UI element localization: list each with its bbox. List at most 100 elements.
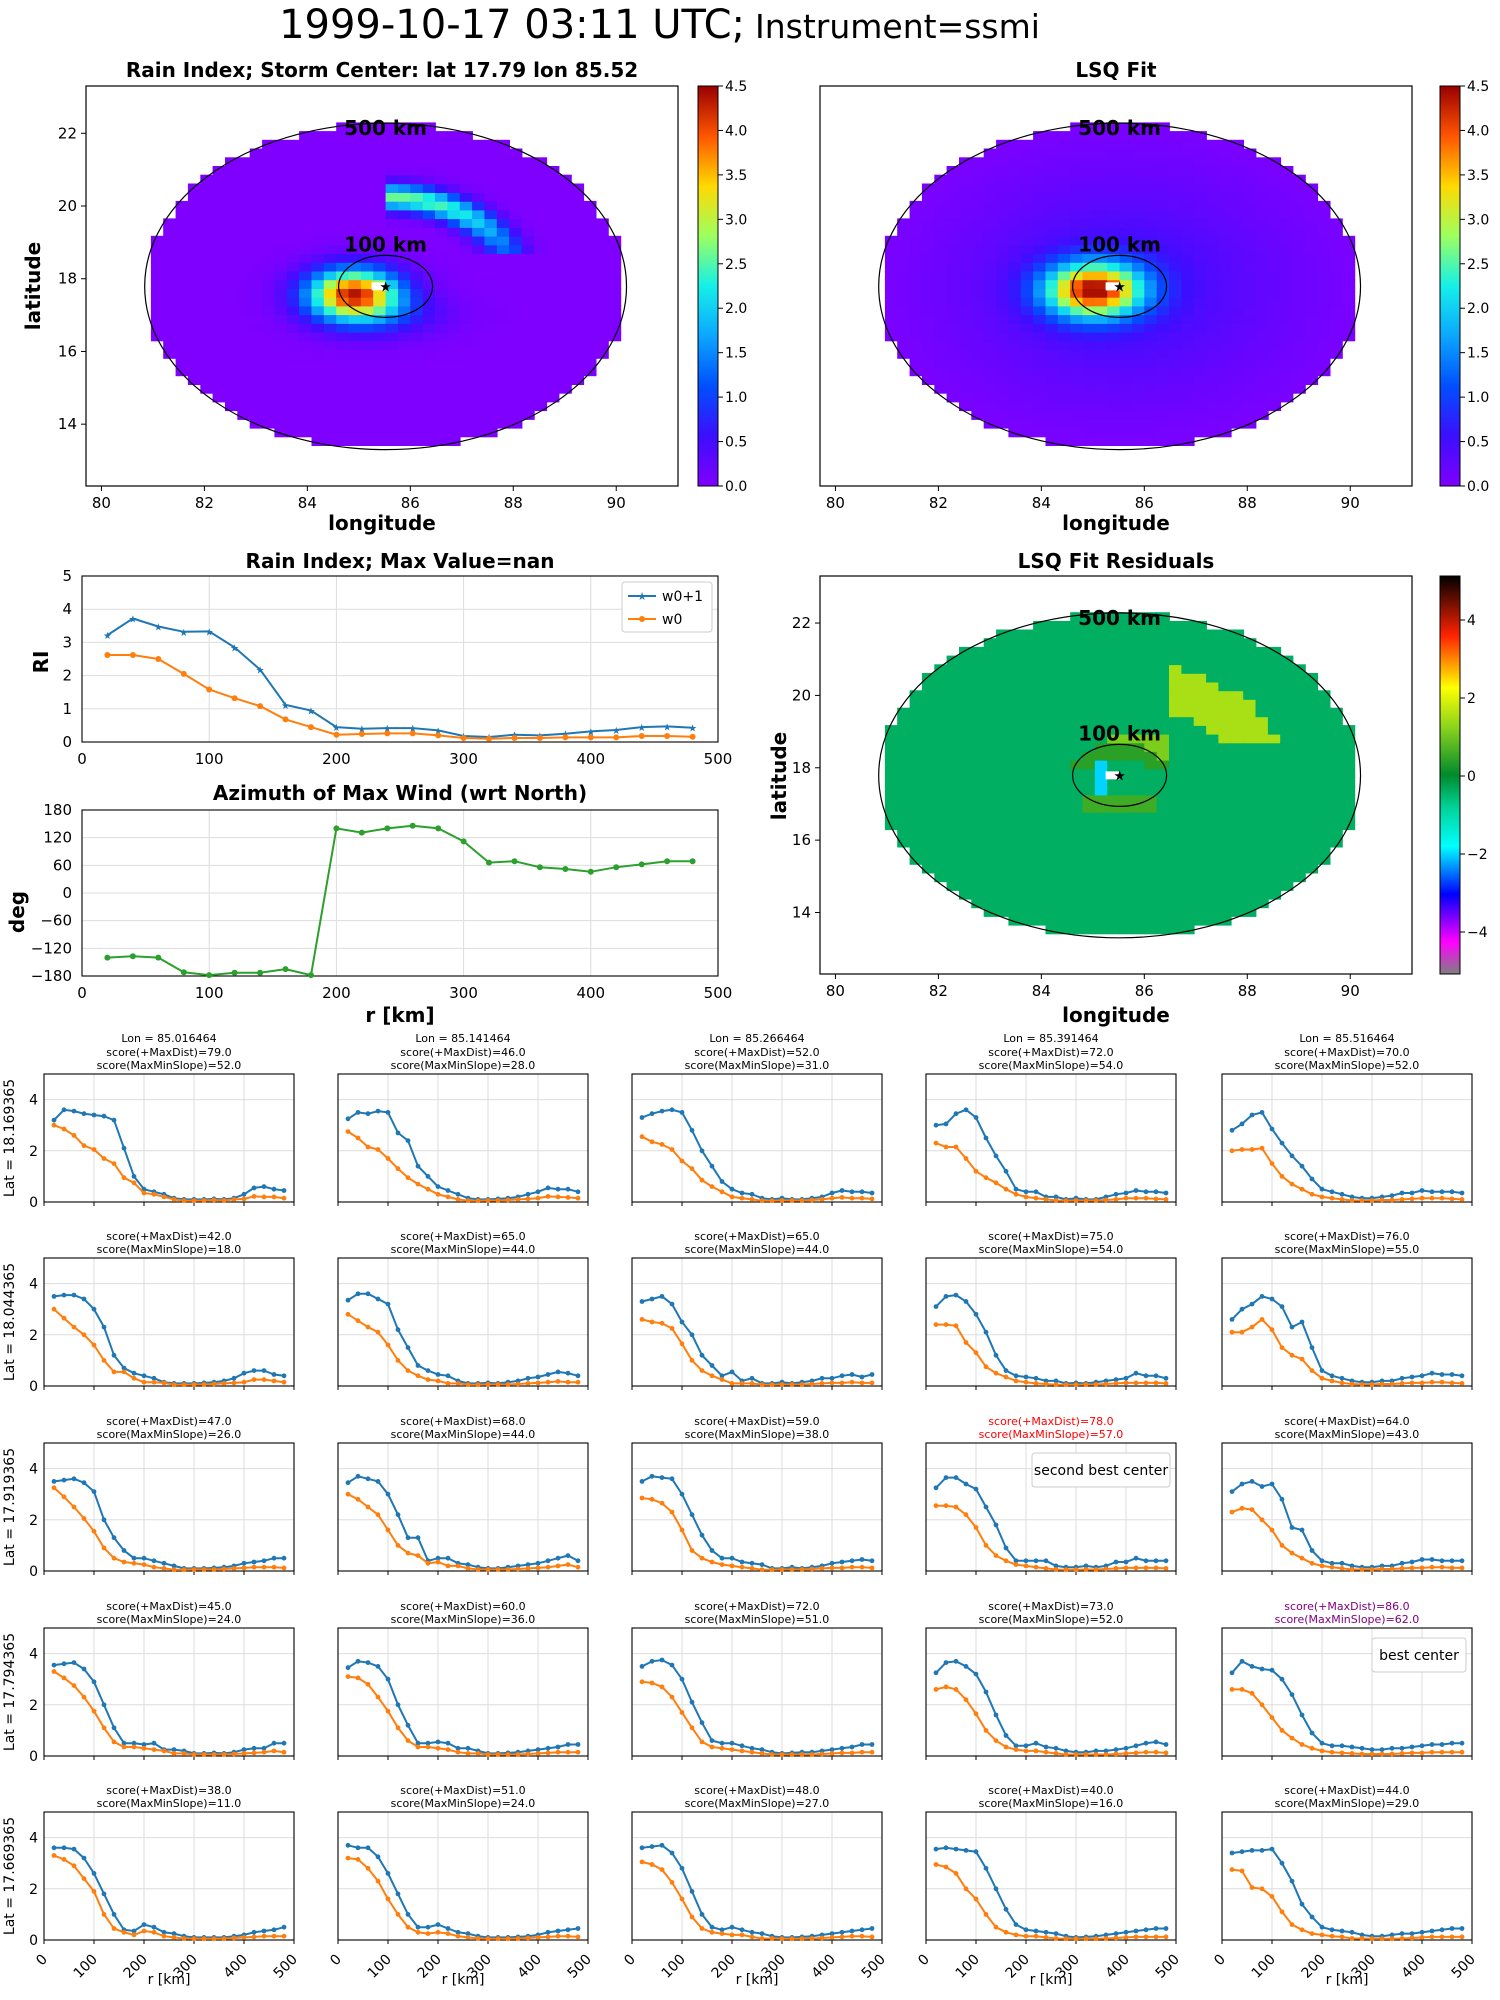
lsq-map-cell bbox=[971, 183, 985, 193]
rain-map-cell bbox=[533, 375, 548, 385]
residual-map-cell bbox=[1267, 699, 1282, 709]
grid-w0p1-point bbox=[983, 1689, 989, 1695]
residual-map-cell bbox=[1045, 733, 1059, 744]
rain-map-cell bbox=[262, 235, 276, 246]
grid-w0p1-point bbox=[699, 1532, 705, 1538]
lsq-map-cell bbox=[996, 209, 1010, 220]
residual-map-cell bbox=[1243, 794, 1257, 804]
rain-map-cell bbox=[212, 218, 226, 228]
residual-map-cell bbox=[1169, 777, 1183, 787]
grid-w0p1-point bbox=[375, 1479, 381, 1484]
grid-w0-point bbox=[1153, 1196, 1159, 1202]
lsq-map-cell bbox=[1082, 262, 1096, 272]
lsq-map-cell bbox=[1119, 340, 1133, 350]
rain-map-cell bbox=[496, 358, 510, 368]
residual-map-cell bbox=[983, 794, 997, 804]
lsq-map-cell bbox=[1045, 305, 1059, 316]
residual-map-cell bbox=[1033, 638, 1047, 648]
lsq-map-cell bbox=[1033, 323, 1047, 333]
residual-map-cell bbox=[983, 838, 997, 848]
lsq-map-cell bbox=[1218, 279, 1232, 289]
rain-map-cell bbox=[175, 340, 189, 350]
grid-w0p1-point bbox=[659, 1108, 665, 1114]
grid-w0-point bbox=[525, 1196, 531, 1202]
lsq-map-cell bbox=[1107, 331, 1121, 342]
rain-map-cell bbox=[484, 192, 498, 202]
lsq-map-cell bbox=[1206, 288, 1220, 298]
rain-profile-w0-point bbox=[206, 686, 213, 693]
rain-map-cell bbox=[336, 375, 350, 385]
grid-w0p1-point bbox=[141, 1742, 147, 1747]
lsq-map-cell bbox=[1156, 218, 1170, 228]
grid-w0-point bbox=[1023, 1563, 1029, 1569]
residual-map-cbar-label: 4 bbox=[1467, 613, 1476, 629]
residual-map-cell bbox=[1169, 898, 1183, 909]
residual-map-cell bbox=[1070, 733, 1084, 744]
rain-map-cell bbox=[398, 279, 412, 289]
residual-map-cell bbox=[1033, 646, 1047, 657]
lsq-map-cell bbox=[1020, 410, 1034, 420]
rain-map-cell bbox=[286, 323, 300, 333]
lsq-map-cell bbox=[1008, 166, 1022, 176]
lsq-map-cell bbox=[946, 279, 960, 289]
rain-map-cell bbox=[410, 270, 424, 281]
grid-w0p1-point bbox=[669, 1476, 675, 1482]
residual-map-cell bbox=[1181, 829, 1195, 839]
grid-cell: score(+MaxDist)=65.0score(MaxMinSlope)=4… bbox=[337, 1230, 589, 1390]
rain-map-cell bbox=[225, 183, 239, 193]
residual-map-cell bbox=[1094, 716, 1109, 726]
lsq-map-cell bbox=[1280, 366, 1294, 377]
residual-map-cell bbox=[1193, 916, 1207, 926]
residual-map-cell bbox=[884, 751, 899, 761]
residual-map-cell bbox=[1132, 794, 1146, 804]
grid-w0p1-point bbox=[869, 1558, 875, 1564]
lsq-map-cell bbox=[1119, 427, 1133, 438]
lsq-map-cell bbox=[1169, 218, 1183, 228]
grid-w0p1-point bbox=[849, 1558, 855, 1564]
azimuth-ytick: 120 bbox=[43, 829, 72, 847]
rain-map-cell bbox=[150, 244, 165, 254]
lsq-map-cell bbox=[1119, 270, 1133, 281]
grid-w0-point bbox=[1249, 1324, 1255, 1330]
lsq-map-cell bbox=[996, 148, 1010, 158]
lsq-map-cell bbox=[946, 375, 960, 385]
residual-map-cell bbox=[971, 690, 985, 700]
grid-w0p1-point bbox=[455, 1191, 461, 1197]
residual-map-cell bbox=[1008, 794, 1022, 804]
lsq-map-cell bbox=[1280, 279, 1294, 289]
lsq-map-cell bbox=[1132, 392, 1146, 403]
grid-lon-label: Lon = 85.391464 bbox=[1003, 1032, 1098, 1045]
residual-map-cell bbox=[1144, 794, 1158, 804]
lsq-map-cell bbox=[1070, 384, 1084, 394]
residual-map-cell bbox=[959, 820, 973, 831]
rain-map-cell bbox=[385, 410, 399, 420]
grid-w0p1-point bbox=[1299, 1527, 1305, 1533]
grid-w0p1-point bbox=[101, 1113, 107, 1119]
lsq-map-cell bbox=[897, 218, 911, 228]
lsq-map-cell bbox=[1156, 131, 1170, 141]
rain-map-cell bbox=[373, 157, 387, 167]
lsq-map-cell bbox=[1057, 200, 1071, 211]
grid-w0-point bbox=[151, 1379, 157, 1385]
residual-map-cell bbox=[1045, 629, 1059, 639]
rain-map-cell bbox=[323, 200, 337, 211]
lsq-map-cell bbox=[1193, 366, 1207, 377]
grid-w0p1-point bbox=[1133, 1370, 1139, 1376]
rain-map-cell bbox=[274, 314, 288, 324]
lsq-map-cell bbox=[996, 384, 1010, 394]
residual-map-cell bbox=[1255, 707, 1269, 718]
lsq-map-cell bbox=[884, 270, 899, 281]
grid-w0-point bbox=[1103, 1197, 1109, 1203]
lsq-map-cell bbox=[1230, 200, 1244, 211]
residual-map-cell bbox=[1193, 768, 1207, 778]
lsq-map-cell bbox=[1280, 253, 1294, 263]
rain-map-cell bbox=[225, 305, 239, 316]
rain-map-cell bbox=[163, 253, 177, 263]
residual-map-cell bbox=[1008, 759, 1022, 770]
rain-map-cell bbox=[299, 392, 313, 403]
grid-w0-point bbox=[435, 1378, 441, 1384]
lsq-map-cell bbox=[1144, 218, 1158, 228]
grid-w0-point bbox=[1123, 1380, 1129, 1386]
lsq-map-cell bbox=[983, 314, 997, 324]
rain-map-cell bbox=[533, 340, 548, 350]
